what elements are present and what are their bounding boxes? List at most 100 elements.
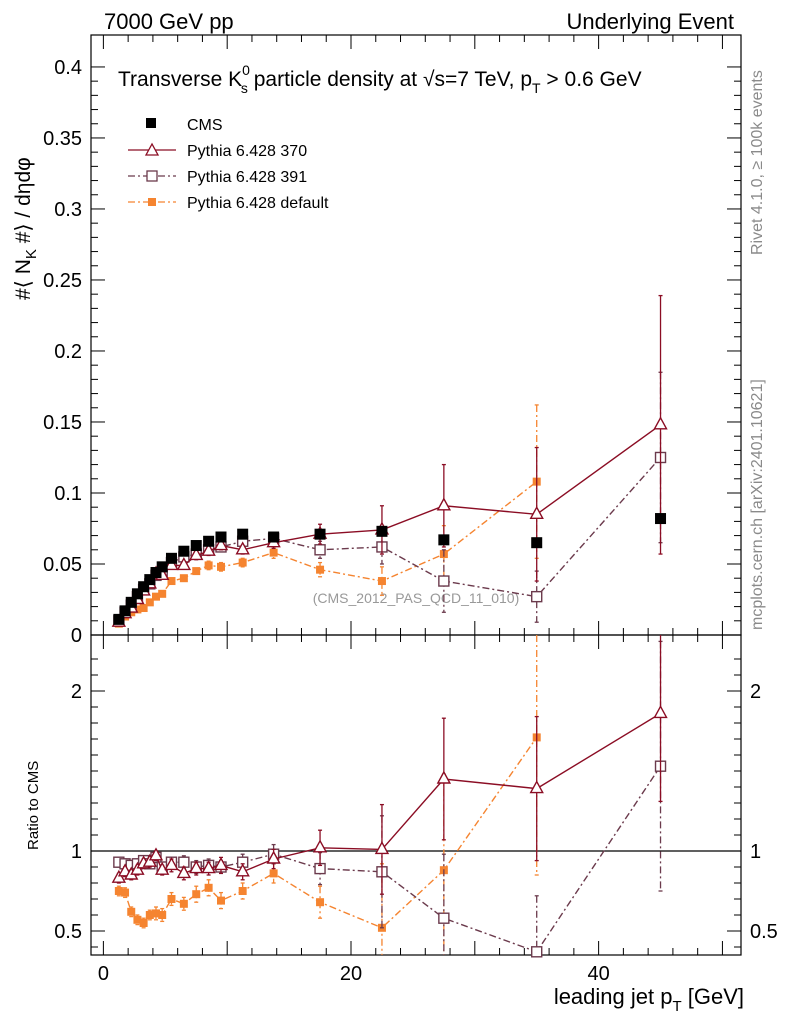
main-point-cms — [165, 552, 177, 564]
legend-label-default: Pythia 6.428 default — [187, 195, 329, 212]
ratio-y-tick-label-right: 2 — [750, 681, 761, 703]
main-y-tick-label: 0.05 — [43, 554, 82, 576]
ratio-x-tick-label: 20 — [340, 963, 362, 985]
watermark: (CMS_2012_PAS_QCD_11_010) — [313, 590, 520, 606]
main-point-370 — [436, 497, 452, 511]
main-point-cms — [178, 545, 190, 557]
ratio-y-tick-label-right: 1 — [750, 841, 761, 863]
ratio-y-tick-label: 1 — [71, 841, 82, 863]
ratio-y-label: Ratio to CMS — [25, 761, 42, 850]
main-x-ticks — [102, 35, 723, 635]
ratio-point-default — [139, 919, 148, 927]
ratio-point-370 — [201, 860, 216, 874]
main-title: Transverse K0 s particle density at √s=7 … — [118, 62, 642, 96]
ratio-point-391 — [531, 946, 543, 958]
main-point-391 — [438, 575, 450, 587]
ratio-point-370 — [529, 780, 544, 794]
main-point-default — [152, 592, 160, 601]
ratio-point-370 — [235, 863, 250, 877]
ratio-point-default — [217, 896, 225, 905]
main-point-cms — [438, 534, 450, 546]
main-point-cms — [131, 588, 143, 600]
ratio-x-tick-label: 0 — [98, 963, 109, 985]
main-point-default — [316, 565, 325, 574]
main-point-cms — [655, 513, 667, 525]
ratio-point-default — [204, 883, 213, 892]
main-point-default — [192, 567, 201, 576]
ratio-y-axis: 0.5 0.5 1 1 2 2 — [54, 658, 778, 948]
main-point-cms — [138, 581, 150, 593]
ratio-point-370 — [111, 869, 127, 883]
main-y-axis: 0 0.05 0.1 0.15 0.2 0.25 0.3 0.35 0.4 — [43, 57, 741, 647]
main-point-370 — [213, 537, 229, 551]
main-y-tick-label: 0.1 — [54, 483, 82, 505]
ratio-point-default — [145, 911, 154, 919]
ratio-plot: 0.5 0.5 1 1 2 2 0 20 40 Ratio to CMS leading je… — [25, 634, 778, 1015]
main-point-cms — [119, 605, 131, 617]
ratio-point-default — [269, 869, 278, 878]
ratio-point-default — [158, 911, 167, 919]
main-plot: 0 0.05 0.1 0.15 0.2 0.25 0.3 0.35 0.4 (CMS_2012_… — [12, 34, 742, 647]
main-point-default — [179, 574, 188, 583]
ratio-point-default — [192, 890, 201, 899]
ratio-point-370 — [142, 853, 157, 867]
ratio-point-default — [316, 898, 325, 907]
ratio-point-default — [127, 907, 136, 916]
x-axis-label: leading jet pT [GeV] — [554, 984, 744, 1015]
main-point-391 — [314, 544, 326, 556]
legend-marker-default — [148, 198, 156, 206]
main-point-370 — [176, 556, 192, 571]
ratio-point-391 — [438, 912, 450, 924]
main-point-370 — [164, 556, 179, 571]
ratio-point-default — [133, 915, 142, 924]
main-point-cms — [125, 596, 137, 608]
ratio-point-370 — [436, 770, 452, 784]
main-point-cms — [190, 540, 202, 552]
main-series — [111, 294, 668, 628]
ratio-point-default — [114, 887, 123, 895]
main-point-cms — [237, 528, 249, 540]
main-point-default — [158, 589, 167, 598]
main-y-tick-label: 0.4 — [54, 57, 82, 79]
ratio-point-370 — [130, 861, 145, 875]
header-left: 7000 GeV pp — [104, 9, 234, 34]
ratio-point-default — [179, 899, 188, 908]
ratio-y-tick-label: 2 — [71, 681, 82, 703]
main-point-370 — [529, 505, 544, 519]
main-point-default — [269, 548, 278, 557]
main-point-default — [139, 604, 148, 613]
ratio-point-370 — [266, 850, 281, 864]
main-point-default — [377, 577, 386, 586]
main-point-cms — [215, 531, 227, 543]
main-y-label: #⟨ NK #⟩ / dηdφ — [12, 157, 40, 300]
legend-marker-370 — [144, 142, 160, 156]
ratio-y-tick-label: 0.5 — [54, 921, 82, 943]
mcplots-label: mcplots.cern.ch [arXiv:2401.10621] — [749, 379, 766, 630]
ratio-point-370 — [213, 856, 229, 871]
main-point-cms — [314, 528, 326, 540]
legend: CMS Pythia 6.428 370 Pythia 6.428 391 Py… — [128, 117, 329, 212]
legend-label-370: Pythia 6.428 370 — [187, 143, 307, 160]
main-point-391 — [531, 590, 543, 603]
main-point-default — [167, 577, 176, 586]
legend-marker-cms — [146, 118, 156, 128]
main-point-default — [133, 605, 142, 614]
main-y-tick-label: 0.2 — [54, 341, 82, 363]
legend-label-391: Pythia 6.428 391 — [187, 169, 307, 186]
main-point-cms — [268, 531, 280, 543]
main-y-tick-label: 0.25 — [43, 270, 82, 292]
main-point-cms — [531, 537, 543, 549]
main-point-370 — [189, 547, 204, 561]
main-point-370 — [653, 416, 668, 430]
ratio-point-370 — [312, 839, 328, 853]
ratio-point-370 — [148, 847, 164, 861]
main-point-cms — [156, 561, 168, 573]
main-point-cms — [203, 535, 215, 547]
main-y-tick-label: 0.15 — [43, 412, 82, 434]
ratio-point-370 — [164, 856, 179, 871]
main-point-cms — [376, 525, 388, 537]
main-y-tick-label: 0.35 — [43, 128, 82, 150]
main-point-default — [145, 598, 154, 607]
ratio-point-default — [121, 888, 130, 897]
header-right: Underlying Event — [566, 9, 734, 34]
